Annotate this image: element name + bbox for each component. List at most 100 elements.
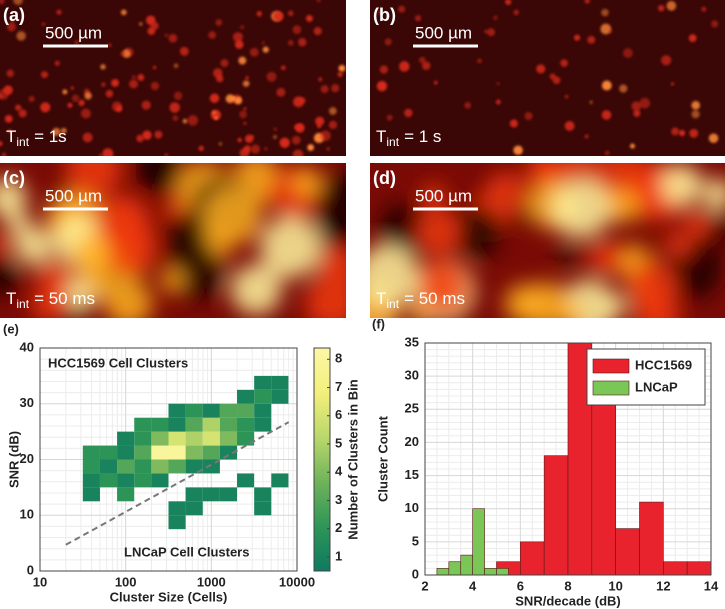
blob: [370, 244, 419, 309]
cell-spot: [384, 38, 392, 46]
blob: [452, 206, 504, 258]
heatmap-cell: [117, 431, 135, 446]
heatmap-cell: [185, 501, 203, 516]
cell-spot: [243, 107, 247, 111]
cell-spot: [671, 127, 680, 136]
cell-spot: [7, 129, 12, 134]
cell-spot: [141, 100, 151, 110]
heatmap-cell: [237, 431, 255, 446]
y-tick-label: 30: [20, 395, 34, 410]
cell-spot: [477, 58, 482, 64]
heatmap-cell: [151, 473, 169, 488]
blob: [0, 257, 19, 296]
blob: [0, 177, 28, 219]
blob: [604, 188, 640, 224]
histogram-bar: [639, 501, 664, 576]
x-axis-label: Cluster Size (Cells): [110, 589, 228, 604]
cell-spot: [62, 89, 68, 95]
cell-spot: [209, 93, 220, 103]
cell-spot: [250, 144, 261, 154]
cell-spot: [52, 127, 61, 137]
t-subscript: int: [16, 297, 29, 311]
cell-spot: [273, 11, 284, 22]
cell-spot: [273, 134, 277, 139]
scale-bar-label: 500 µm: [45, 23, 102, 42]
axes-frame: [39, 347, 298, 572]
heatmap-cell: [168, 431, 186, 446]
heatmap-cell: [185, 459, 203, 474]
colorbar-tick-label: 3: [335, 492, 342, 507]
heatmap-cell: [219, 445, 238, 460]
cell-spot: [3, 85, 13, 95]
heatmap-cell: [151, 459, 169, 474]
panel-label: (f): [372, 316, 385, 331]
cell-spot: [249, 47, 259, 57]
heatmap-cell: [254, 501, 272, 516]
cell-spot: [111, 78, 120, 87]
heatmap-cell: [117, 487, 135, 502]
heatmap-cell: [254, 389, 272, 404]
t-symbol: T: [376, 289, 386, 308]
cell-spot: [701, 6, 707, 12]
heatmap-cell: [185, 417, 203, 432]
scale-bar-label: 500 µm: [415, 23, 472, 42]
blob: [147, 167, 170, 190]
y-tick-label: 30: [405, 368, 419, 383]
cell-spot: [464, 102, 472, 109]
cell-spot: [711, 20, 719, 28]
x-tick-label: 10: [33, 574, 47, 589]
blob: [664, 231, 692, 259]
cell-spot: [639, 97, 651, 109]
cell-spot: [168, 33, 178, 43]
cell-spot: [330, 83, 340, 93]
blob: [702, 178, 725, 211]
cell-spot: [689, 128, 699, 138]
legend-swatch: [592, 358, 630, 374]
cell-spot: [318, 77, 323, 82]
blob: [95, 195, 151, 251]
cell-spot: [279, 137, 290, 148]
cell-spot: [691, 100, 701, 110]
cell-spot: [419, 56, 426, 64]
x-tick-label: 100: [115, 574, 137, 589]
blob: [557, 244, 579, 266]
heatmap-cell: [219, 487, 238, 502]
cell-spot: [688, 34, 697, 43]
heatmap-cell: [151, 445, 169, 460]
heatmap-cell: [237, 403, 255, 418]
blob: [605, 295, 627, 317]
heatmap-cell: [134, 445, 152, 460]
heatmap-cell: [202, 403, 220, 418]
cell-spot: [238, 56, 247, 65]
heatmap-cell: [185, 445, 203, 460]
cell-spot: [337, 71, 343, 77]
cell-spot: [505, 0, 512, 6]
cell-spot: [564, 94, 569, 99]
heatmap-cell: [168, 417, 186, 432]
cell-spot: [292, 25, 302, 35]
cell-spot: [298, 37, 307, 47]
heatmap-cell: [254, 403, 272, 418]
blob: [420, 184, 447, 210]
axes-frame: [424, 342, 712, 576]
cell-spot: [13, 0, 23, 6]
cell-spot: [560, 59, 568, 67]
cell-spot: [486, 28, 496, 37]
heatmap-cell: [134, 431, 152, 446]
y-tick-label: 40: [20, 339, 34, 354]
blob: [14, 227, 53, 266]
micrograph: (a) 500 µm Tint = 1s: [0, 0, 346, 156]
cell-spot: [691, 110, 700, 119]
cell-spot: [115, 105, 123, 112]
cell-spot: [234, 40, 244, 49]
cell-spot: [657, 4, 665, 12]
panel-label: (b): [373, 5, 396, 25]
y-axis-label: SNR (dB): [6, 431, 21, 488]
cell-spot: [53, 30, 58, 35]
t-subscript: int: [386, 297, 399, 311]
cell-spot: [0, 140, 3, 147]
heatmap-cell: [168, 403, 186, 418]
cell-spot: [328, 107, 337, 115]
panel-label: (d): [373, 168, 396, 188]
colorbar-tick-label: 8: [335, 351, 342, 366]
